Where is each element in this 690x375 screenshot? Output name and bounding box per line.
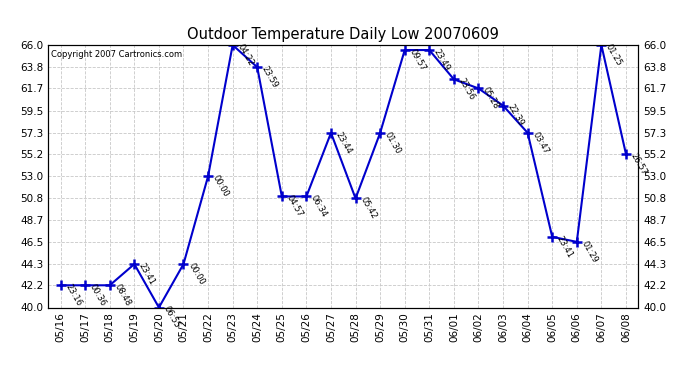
Text: 05:28: 05:28	[481, 86, 501, 111]
Text: 23:41: 23:41	[137, 261, 157, 286]
Text: 00:00: 00:00	[186, 261, 206, 286]
Text: 26:57: 26:57	[629, 151, 649, 177]
Text: 23:59: 23:59	[260, 64, 279, 90]
Text: 06:55: 06:55	[161, 305, 181, 330]
Text: 00:00: 00:00	[211, 174, 230, 198]
Text: 00:36: 00:36	[88, 282, 108, 308]
Text: 22:39: 22:39	[506, 103, 526, 128]
Text: 04:57: 04:57	[284, 194, 304, 219]
Text: Copyright 2007 Cartronics.com: Copyright 2007 Cartronics.com	[51, 50, 182, 59]
Text: 05:42: 05:42	[358, 196, 378, 221]
Text: 23:56: 23:56	[457, 76, 477, 102]
Text: 23:49: 23:49	[432, 47, 452, 72]
Title: Outdoor Temperature Daily Low 20070609: Outdoor Temperature Daily Low 20070609	[188, 27, 499, 42]
Text: 09:57: 09:57	[408, 47, 427, 72]
Text: 23:16: 23:16	[63, 282, 83, 308]
Text: 03:47: 03:47	[531, 130, 550, 155]
Text: 23:44: 23:44	[334, 130, 353, 155]
Text: 06:34: 06:34	[309, 194, 329, 219]
Text: 23:41: 23:41	[555, 234, 575, 259]
Text: 01:29: 01:29	[580, 239, 599, 264]
Text: 04:22: 04:22	[235, 42, 255, 67]
Text: 08:48: 08:48	[112, 282, 132, 308]
Text: 01:25: 01:25	[604, 42, 624, 67]
Text: 01:30: 01:30	[383, 130, 403, 155]
